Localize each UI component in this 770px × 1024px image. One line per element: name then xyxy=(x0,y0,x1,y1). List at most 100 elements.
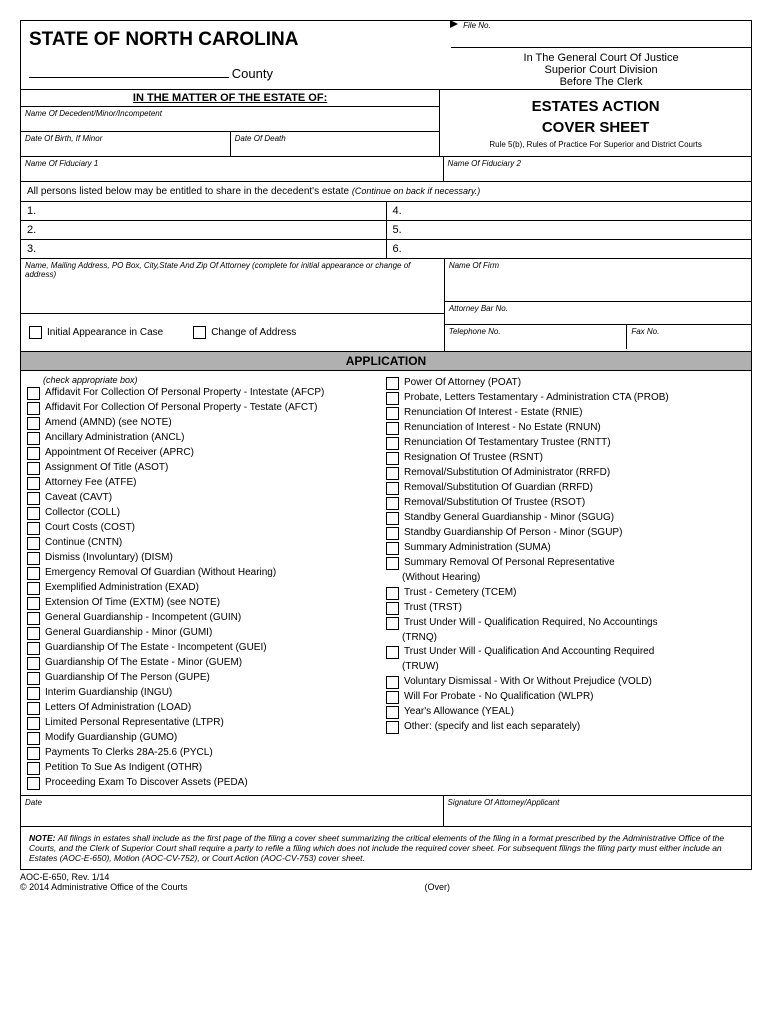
dod-box[interactable]: Date Of Death xyxy=(231,132,440,156)
checkbox-icon xyxy=(27,447,40,460)
firm-box[interactable]: Name Of Firm xyxy=(445,259,751,302)
person-row[interactable]: 6. xyxy=(387,240,752,259)
note-row: NOTE: All filings in estates shall inclu… xyxy=(21,826,751,869)
county-line: County xyxy=(29,63,443,81)
attorney-right: Name Of Firm Attorney Bar No. Telephone … xyxy=(445,259,751,351)
app-checkbox-item[interactable]: Amend (AMND) (see NOTE) xyxy=(27,416,386,430)
form-container: STATE OF NORTH CAROLINA County File No. … xyxy=(20,20,752,870)
fiduciary1-box[interactable]: Name Of Fiduciary 1 xyxy=(21,157,444,181)
app-checkbox-item[interactable]: Affidavit For Collection Of Personal Pro… xyxy=(27,401,386,415)
person-row[interactable]: 3. xyxy=(21,240,386,259)
app-checkbox-item[interactable]: Renunciation Of Testamentary Trustee (RN… xyxy=(386,436,745,450)
person-row[interactable]: 4. xyxy=(387,202,752,221)
app-checkbox-item[interactable]: Interim Guardianship (INGU) xyxy=(27,686,386,700)
app-checkbox-item[interactable]: Year's Allowance (YEAL) xyxy=(386,705,745,719)
decedent-name-box[interactable]: Name Of Decedent/Minor/Incompetent xyxy=(21,106,439,131)
check-label: (check appropriate box) xyxy=(43,375,386,385)
app-checkbox-item[interactable]: Affidavit For Collection Of Personal Pro… xyxy=(27,386,386,400)
app-checkbox-item[interactable]: Trust (TRST) xyxy=(386,601,745,615)
app-checkbox-item[interactable]: Letters Of Administration (LOAD) xyxy=(27,701,386,715)
app-checkbox-item[interactable]: Extension Of Time (EXTM) (see NOTE) xyxy=(27,596,386,610)
checkbox-icon xyxy=(27,582,40,595)
checkbox-row: Initial Appearance in Case Change of Add… xyxy=(21,313,444,351)
app-checkbox-item[interactable]: General Guardianship - Minor (GUMI) xyxy=(27,626,386,640)
header-right: File No. In The General Court Of Justice… xyxy=(451,21,751,89)
app-checkbox-item[interactable]: Court Costs (COST) xyxy=(27,521,386,535)
app-checkbox-item[interactable]: Removal/Substitution Of Administrator (R… xyxy=(386,466,745,480)
change-address-checkbox[interactable]: Change of Address xyxy=(193,326,296,339)
app-checkbox-item[interactable]: Standby General Guardianship - Minor (SG… xyxy=(386,511,745,525)
checkbox-icon xyxy=(27,432,40,445)
court-text: In The General Court Of Justice Superior… xyxy=(451,52,751,88)
checkbox-icon xyxy=(27,492,40,505)
attorney-left: Name, Mailing Address, PO Box, City,Stat… xyxy=(21,259,445,351)
initial-appearance-checkbox[interactable]: Initial Appearance in Case xyxy=(29,326,163,339)
checkbox-icon xyxy=(386,467,399,480)
app-checkbox-item[interactable]: Renunciation of Interest - No Estate (RN… xyxy=(386,421,745,435)
app-checkbox-item[interactable]: Appointment Of Receiver (APRC) xyxy=(27,446,386,460)
checkbox-icon xyxy=(27,477,40,490)
cover-sheet-title: COVER SHEET xyxy=(444,119,747,136)
app-checkbox-item[interactable]: Exemplified Administration (EXAD) xyxy=(27,581,386,595)
app-checkbox-item[interactable]: Petition To Sue As Indigent (OTHR) xyxy=(27,761,386,775)
bar-box[interactable]: Attorney Bar No. xyxy=(445,302,751,325)
dob-box[interactable]: Date Of Birth, If Minor xyxy=(21,132,231,156)
app-checkbox-item[interactable]: Power Of Attorney (POAT) xyxy=(386,376,745,390)
checkbox-icon xyxy=(386,646,399,659)
app-checkbox-item[interactable]: Payments To Clerks 28A-25.6 (PYCL) xyxy=(27,746,386,760)
app-checkbox-item[interactable]: Probate, Letters Testamentary - Administ… xyxy=(386,391,745,405)
attorney-address-box[interactable]: Name, Mailing Address, PO Box, City,Stat… xyxy=(21,259,444,313)
app-checkbox-item[interactable]: Proceeding Exam To Discover Assets (PEDA… xyxy=(27,776,386,790)
checkbox-icon xyxy=(193,326,206,339)
app-checkbox-item[interactable]: Guardianship Of The Person (GUPE) xyxy=(27,671,386,685)
app-checkbox-item[interactable]: Continue (CNTN) xyxy=(27,536,386,550)
app-checkbox-item[interactable]: Trust Under Will - Qualification And Acc… xyxy=(386,645,745,659)
app-checkbox-item[interactable]: Removal/Substitution Of Guardian (RRFD) xyxy=(386,481,745,495)
person-row[interactable]: 5. xyxy=(387,221,752,240)
app-checkbox-item[interactable]: Standby Guardianship Of Person - Minor (… xyxy=(386,526,745,540)
app-checkbox-item[interactable]: Renunciation Of Interest - Estate (RNIE) xyxy=(386,406,745,420)
checkbox-icon xyxy=(386,452,399,465)
app-checkbox-item[interactable]: Guardianship Of The Estate - Minor (GUEM… xyxy=(27,656,386,670)
app-checkbox-item[interactable]: Other: (specify and list each separately… xyxy=(386,720,745,734)
app-checkbox-item[interactable]: Removal/Substitution Of Trustee (RSOT) xyxy=(386,496,745,510)
app-checkbox-item[interactable]: Guardianship Of The Estate - Incompetent… xyxy=(27,641,386,655)
app-checkbox-item[interactable]: Trust - Cemetery (TCEM) xyxy=(386,586,745,600)
app-checkbox-item[interactable]: Dismiss (Involuntary) (DISM) xyxy=(27,551,386,565)
app-checkbox-item[interactable]: Attorney Fee (ATFE) xyxy=(27,476,386,490)
fax-box[interactable]: Fax No. xyxy=(627,325,751,349)
checkbox-icon xyxy=(27,402,40,415)
person-row[interactable]: 1. xyxy=(21,202,386,221)
signature-box[interactable]: Signature Of Attorney/Applicant xyxy=(444,796,751,826)
date-box[interactable]: Date xyxy=(21,796,444,826)
checkbox-icon xyxy=(386,587,399,600)
app-checkbox-item[interactable]: Assignment Of Title (ASOT) xyxy=(27,461,386,475)
app-checkbox-item[interactable]: Ancillary Administration (ANCL) xyxy=(27,431,386,445)
app-checkbox-item[interactable]: Trust Under Will - Qualification Require… xyxy=(386,616,745,630)
app-checkbox-item[interactable]: Voluntary Dismissal - With Or Without Pr… xyxy=(386,675,745,689)
app-checkbox-item[interactable]: Collector (COLL) xyxy=(27,506,386,520)
app-checkbox-item[interactable]: Limited Personal Representative (LTPR) xyxy=(27,716,386,730)
app-checkbox-item[interactable]: Will For Probate - No Qualification (WLP… xyxy=(386,690,745,704)
checkbox-icon xyxy=(29,326,42,339)
app-checkbox-item[interactable]: Modify Guardianship (GUMO) xyxy=(27,731,386,745)
checkbox-icon xyxy=(386,676,399,689)
fiduciary2-box[interactable]: Name Of Fiduciary 2 xyxy=(444,157,751,181)
app-checkbox-item[interactable]: Summary Administration (SUMA) xyxy=(386,541,745,555)
county-input[interactable] xyxy=(29,63,229,78)
footer: AOC-E-650, Rev. 1/14 © 2014 Administrati… xyxy=(20,872,750,892)
checkbox-icon xyxy=(27,507,40,520)
checkbox-icon xyxy=(27,717,40,730)
person-row[interactable]: 2. xyxy=(21,221,386,240)
app-checkbox-item[interactable]: Resignation Of Trustee (RSNT) xyxy=(386,451,745,465)
app-checkbox-item[interactable]: Summary Removal Of Personal Representati… xyxy=(386,556,745,570)
checkbox-icon xyxy=(27,387,40,400)
telephone-box[interactable]: Telephone No. xyxy=(445,325,628,349)
checkbox-icon xyxy=(27,522,40,535)
checkbox-icon xyxy=(386,691,399,704)
app-checkbox-item[interactable]: Caveat (CAVT) xyxy=(27,491,386,505)
checkbox-icon xyxy=(386,437,399,450)
app-checkbox-item[interactable]: General Guardianship - Incompetent (GUIN… xyxy=(27,611,386,625)
attorney-section: Name, Mailing Address, PO Box, City,Stat… xyxy=(21,259,751,351)
app-checkbox-item[interactable]: Emergency Removal Of Guardian (Without H… xyxy=(27,566,386,580)
